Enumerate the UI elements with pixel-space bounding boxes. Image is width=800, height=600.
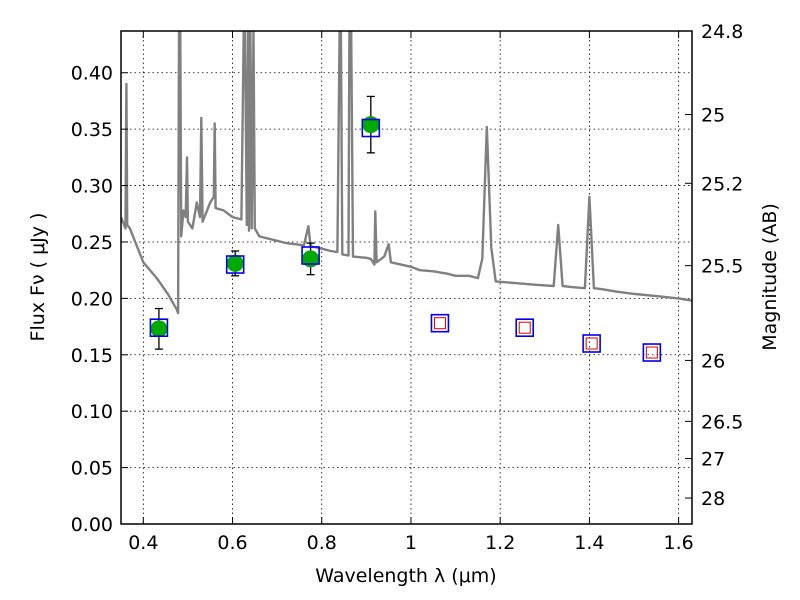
y2-tick-label: 26.5: [701, 411, 743, 433]
y2-tick-label: 28: [701, 488, 725, 510]
grid-lines: [121, 31, 692, 525]
y2-axis-label: Magnitude (AB): [759, 203, 781, 351]
y-tick-label: 0.40: [71, 63, 113, 85]
predicted-nir-point: [645, 346, 658, 359]
model-photometry-point: [515, 318, 535, 338]
markers: [149, 95, 662, 362]
observed-point: [226, 254, 244, 272]
y2-tick-label: 26: [701, 350, 725, 372]
y-tick-label: 0.05: [71, 458, 113, 480]
model-photometry-point: [430, 313, 450, 333]
y2-tick-label: 27: [701, 449, 725, 471]
y2-tick-label: 24.8: [701, 21, 743, 43]
predicted-nir-point: [433, 317, 446, 330]
observed-point: [362, 116, 380, 134]
y2-tick-label: 25: [701, 104, 725, 126]
x-tick-label: 0.8: [307, 532, 337, 554]
y-tick-label: 0.10: [71, 401, 113, 423]
y2-tick-label: 25.2: [701, 173, 743, 195]
axis-ticks: 0.4 0.6 0.8 1 1.2 1.4 1.6 0.00 0.05 0.10 0.15 0.20 0…: [71, 21, 744, 554]
y-tick-label: 0.20: [71, 288, 113, 310]
model-sed-line: [121, 31, 692, 315]
model-photometry-point: [361, 118, 381, 138]
x-tick-label: 0.6: [217, 532, 247, 554]
y-axis-label: Flux Fν ( μJy ): [27, 213, 49, 342]
plot-area: [121, 31, 692, 315]
x-tick-label: 1.4: [574, 532, 604, 554]
y-tick-label: 0.00: [71, 514, 113, 536]
model-photometry-point: [642, 343, 662, 362]
x-tick-label: 1.2: [485, 532, 515, 554]
predicted-nir-point: [585, 337, 598, 350]
observed-point: [150, 320, 168, 338]
model-photometry-point: [149, 318, 169, 338]
x-tick-label: 0.4: [128, 532, 158, 554]
y-tick-label: 0.15: [71, 345, 113, 367]
predicted-nir-point: [518, 321, 531, 334]
model-photometry-point: [582, 334, 601, 353]
x-axis-label: Wavelength λ (μm): [315, 565, 496, 587]
y-tick-label: 0.30: [71, 176, 113, 198]
model-photometry-point: [301, 246, 320, 265]
x-tick-label: 1.6: [664, 532, 694, 554]
plot-frame: [120, 30, 693, 525]
y-tick-label: 0.35: [71, 119, 113, 141]
y2-tick-label: 25.5: [701, 256, 743, 278]
model-photometry-point: [225, 255, 245, 274]
y-tick-label: 0.25: [71, 232, 113, 254]
x-tick-label: 1: [405, 532, 417, 554]
observed-point: [302, 250, 320, 268]
